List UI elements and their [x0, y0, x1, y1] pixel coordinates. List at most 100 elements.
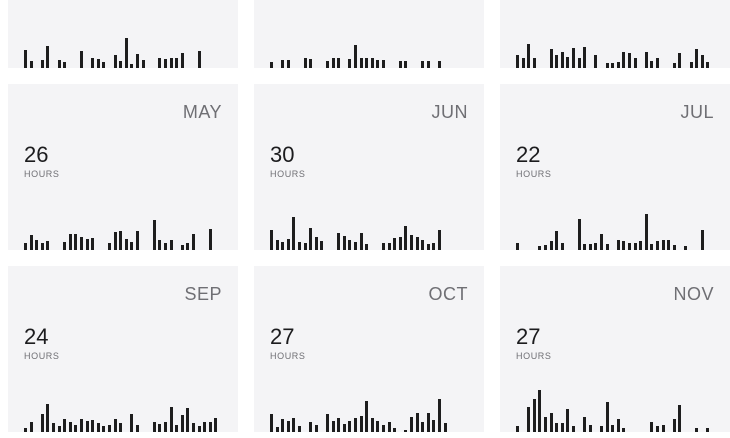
day-bar: [616, 239, 620, 250]
month-card-jul[interactable]: JUL 22 HOURS: [500, 84, 730, 250]
hours-label: HOURS: [24, 351, 60, 361]
day-bar: [197, 426, 201, 432]
day-bar: [656, 426, 659, 432]
day-bar: [387, 422, 391, 432]
day-bar: [426, 413, 430, 432]
day-bar: [532, 399, 536, 432]
day-bar: [281, 419, 285, 432]
day-bar: [549, 48, 553, 68]
day-bar: [208, 229, 212, 250]
day-bar: [337, 417, 341, 432]
hours-value: 24: [24, 324, 49, 349]
day-bar: [410, 417, 413, 432]
day-bar: [85, 238, 89, 250]
daily-hours-bars: [270, 386, 470, 432]
day-bar: [549, 412, 553, 432]
day-bar: [622, 241, 626, 250]
day-bar: [342, 423, 346, 432]
day-bar: [292, 417, 296, 432]
day-bar: [667, 240, 671, 250]
day-bar: [438, 229, 441, 250]
day-bar: [566, 408, 570, 432]
day-bar: [326, 414, 329, 432]
day-bar: [628, 242, 631, 250]
month-card-may[interactable]: MAY 26 HOURS: [8, 84, 238, 250]
month-card[interactable]: [500, 0, 730, 68]
day-bar: [410, 235, 413, 250]
day-bar: [214, 417, 218, 432]
day-bar: [516, 426, 519, 432]
day-bar: [68, 233, 72, 250]
day-bar: [605, 244, 609, 250]
day-bar: [432, 242, 436, 250]
day-bar: [555, 55, 559, 68]
day-bar: [616, 418, 620, 432]
month-card[interactable]: [8, 0, 238, 68]
day-bar: [85, 420, 89, 432]
day-bar: [348, 240, 352, 250]
month-card-sep[interactable]: SEP 24 HOURS: [8, 266, 238, 432]
day-bar: [63, 62, 67, 68]
month-card-oct[interactable]: OCT 27 HOURS: [254, 266, 484, 432]
day-bar: [29, 235, 33, 250]
day-bar: [605, 402, 609, 432]
day-bar: [695, 49, 699, 68]
day-bar: [661, 424, 665, 432]
day-bar: [616, 62, 620, 68]
day-bar: [588, 244, 592, 250]
day-bar: [29, 60, 33, 68]
day-bar: [387, 243, 391, 250]
month-card-jun[interactable]: JUN 30 HOURS: [254, 84, 484, 250]
month-label: MAY: [182, 102, 222, 122]
day-bar: [309, 228, 313, 250]
day-bar: [672, 244, 676, 250]
day-bar: [286, 420, 290, 432]
day-bar: [611, 425, 615, 432]
day-bar: [298, 426, 301, 432]
day-bar: [286, 238, 290, 250]
day-bar: [46, 403, 50, 432]
day-bar: [152, 220, 156, 250]
day-bar: [158, 58, 162, 68]
day-bar: [633, 243, 637, 250]
hours-value: 30: [270, 142, 295, 167]
day-bar: [404, 429, 408, 432]
day-bar: [650, 421, 654, 432]
day-bar: [130, 414, 134, 432]
day-bar: [113, 419, 117, 432]
day-bar: [398, 236, 402, 250]
day-bar: [376, 59, 380, 68]
month-card-nov[interactable]: NOV 27 HOURS: [500, 266, 730, 432]
day-bar: [348, 420, 352, 432]
hours-label: HOURS: [516, 351, 552, 361]
day-bar: [91, 238, 95, 250]
day-bar: [583, 417, 587, 432]
day-bar: [354, 241, 357, 250]
day-bar: [672, 418, 676, 432]
day-bar: [63, 419, 67, 432]
hours-value: 22: [516, 142, 541, 167]
day-bar: [108, 242, 111, 250]
day-bar: [588, 425, 592, 432]
day-bar: [700, 229, 704, 250]
daily-hours-bars: [24, 386, 224, 432]
day-bar: [370, 417, 374, 432]
month-label: JUL: [680, 102, 714, 122]
day-bar: [275, 240, 279, 250]
day-bar: [152, 421, 156, 432]
day-bar: [538, 246, 542, 250]
day-bar: [426, 244, 430, 250]
month-card[interactable]: [254, 0, 484, 68]
day-bar: [91, 420, 95, 432]
day-bar: [102, 62, 106, 68]
day-bar: [197, 50, 201, 68]
day-bar: [40, 414, 44, 432]
day-bar: [544, 244, 547, 250]
day-bar: [650, 61, 654, 68]
day-bar: [689, 62, 693, 68]
hours-label: HOURS: [516, 169, 552, 179]
day-bar: [577, 57, 581, 68]
day-bar: [169, 406, 173, 432]
day-bar: [158, 240, 162, 250]
day-bar: [180, 244, 184, 250]
